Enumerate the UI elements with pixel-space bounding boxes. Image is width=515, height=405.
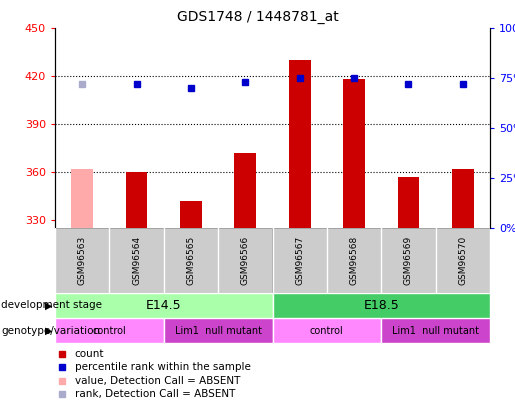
Bar: [452, 169, 474, 228]
Text: GSM96566: GSM96566: [241, 236, 250, 285]
Text: ▶: ▶: [45, 301, 53, 311]
Text: GSM96568: GSM96568: [350, 236, 358, 285]
Text: Lim1  null mutant: Lim1 null mutant: [175, 326, 262, 335]
Text: GSM96567: GSM96567: [295, 236, 304, 285]
Bar: [71, 169, 93, 228]
Bar: [327, 228, 381, 293]
Text: development stage: development stage: [1, 301, 102, 311]
Bar: [109, 228, 164, 293]
Bar: [398, 177, 419, 228]
Bar: [126, 172, 147, 228]
Text: value, Detection Call = ABSENT: value, Detection Call = ABSENT: [75, 376, 240, 386]
Bar: [55, 228, 109, 293]
Bar: [164, 318, 272, 343]
Text: Lim1  null mutant: Lim1 null mutant: [392, 326, 479, 335]
Bar: [272, 228, 327, 293]
Bar: [272, 318, 381, 343]
Bar: [55, 318, 164, 343]
Bar: [272, 293, 490, 318]
Text: GSM96564: GSM96564: [132, 236, 141, 285]
Text: percentile rank within the sample: percentile rank within the sample: [75, 362, 250, 372]
Bar: [436, 228, 490, 293]
Text: genotype/variation: genotype/variation: [1, 326, 100, 335]
Bar: [343, 79, 365, 228]
Text: control: control: [310, 326, 344, 335]
Bar: [381, 318, 490, 343]
Text: GSM96569: GSM96569: [404, 236, 413, 285]
Bar: [164, 228, 218, 293]
Bar: [381, 228, 436, 293]
Text: count: count: [75, 349, 104, 359]
Text: rank, Detection Call = ABSENT: rank, Detection Call = ABSENT: [75, 389, 235, 399]
Text: E14.5: E14.5: [146, 299, 182, 312]
Text: GSM96565: GSM96565: [186, 236, 195, 285]
Bar: [55, 293, 272, 318]
Bar: [234, 153, 256, 228]
Text: ▶: ▶: [45, 326, 53, 335]
Bar: [218, 228, 272, 293]
Text: control: control: [93, 326, 126, 335]
Text: E18.5: E18.5: [364, 299, 399, 312]
Bar: [289, 60, 311, 228]
Text: GSM96570: GSM96570: [458, 236, 467, 285]
Bar: [180, 201, 202, 228]
Text: GDS1748 / 1448781_at: GDS1748 / 1448781_at: [177, 10, 338, 24]
Text: GSM96563: GSM96563: [78, 236, 87, 285]
